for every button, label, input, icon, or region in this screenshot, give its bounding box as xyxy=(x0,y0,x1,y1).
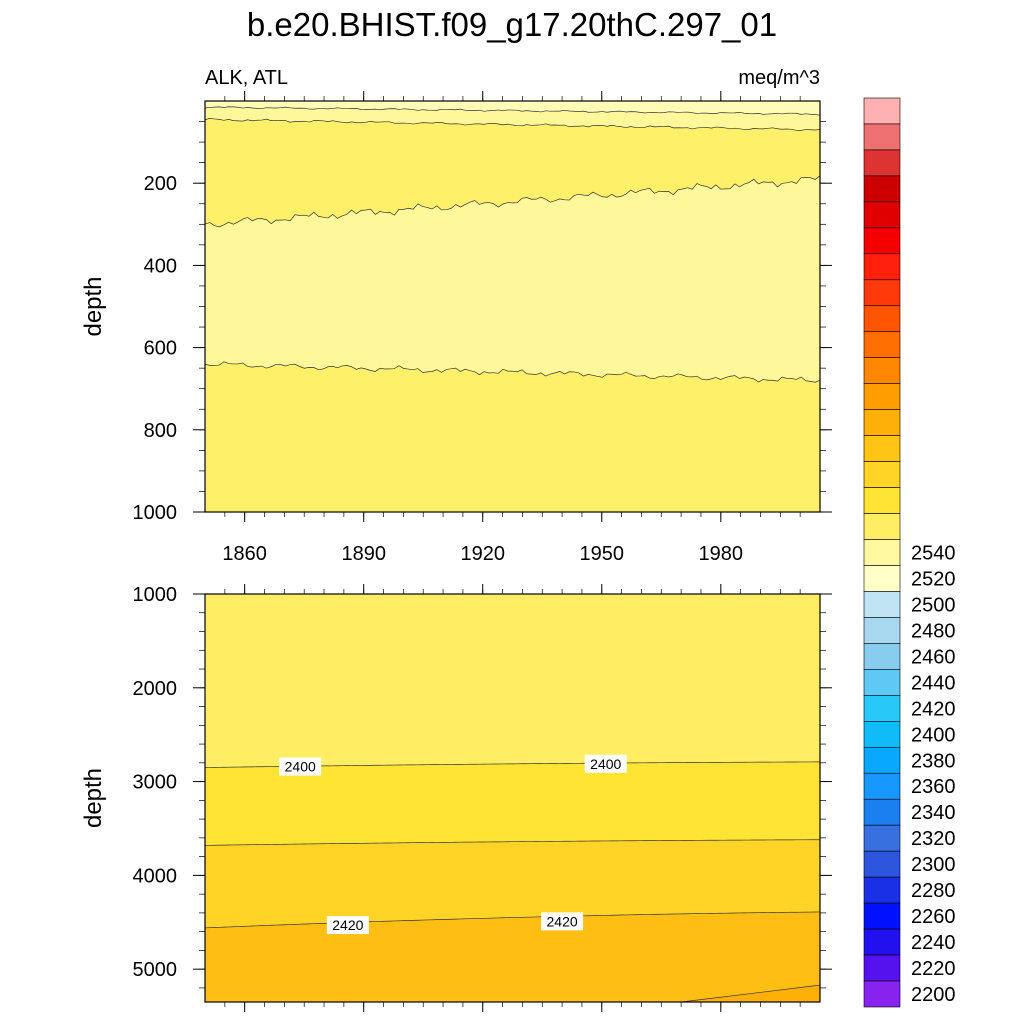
colorbar-label: 2240 xyxy=(911,932,956,954)
colorbar-label: 2260 xyxy=(911,906,956,928)
colorbar-label: 2520 xyxy=(911,568,956,590)
colorbar-swatch xyxy=(863,721,901,748)
upper-contour-4 xyxy=(204,361,821,383)
colorbar-swatch xyxy=(863,357,901,384)
colorbar-swatch xyxy=(863,928,901,956)
contour-label-text: 2420 xyxy=(332,917,363,933)
colorbar-label: 2420 xyxy=(911,698,956,720)
upper-band-surface xyxy=(205,101,820,116)
lower-band-2400 xyxy=(205,761,820,846)
colorbar-swatch xyxy=(863,824,901,852)
colorbar-swatch xyxy=(863,461,901,488)
xtick-label: 1950 xyxy=(580,543,625,565)
colorbar-label: 2280 xyxy=(911,880,956,902)
lower-frame xyxy=(204,593,821,1003)
lower-band-2410 xyxy=(205,839,820,928)
lower-contour-2 xyxy=(204,839,821,846)
lower-ytick-label: 1000 xyxy=(133,584,178,606)
colorbar-label: 2300 xyxy=(911,854,956,876)
upper-contour-2 xyxy=(204,118,821,131)
upper-ytick-label: 200 xyxy=(144,173,177,195)
upper-contour-1 xyxy=(204,106,821,116)
colorbar-label: 2320 xyxy=(911,828,956,850)
lower-ytick-label: 3000 xyxy=(133,772,178,794)
upper-ytick-label: 800 xyxy=(144,420,177,442)
colorbar-swatch xyxy=(863,123,901,151)
upper-ytick-label: 1000 xyxy=(133,502,178,524)
lower-contour-4 xyxy=(681,984,821,1003)
upper-band-middle xyxy=(205,175,820,383)
colorbar-label: 2380 xyxy=(911,750,956,772)
lower-ytick-label: 2000 xyxy=(133,678,178,700)
colorbar-swatch xyxy=(863,695,901,722)
colorbar-label: 2480 xyxy=(911,620,956,642)
chart-title: b.e20.BHIST.f09_g17.20thC.297_01 xyxy=(247,6,777,43)
upper-ytick-label: 400 xyxy=(144,255,177,277)
colorbar-swatch xyxy=(863,227,901,255)
colorbar-swatch xyxy=(863,175,901,203)
colorbar-label: 2440 xyxy=(911,672,956,694)
colorbar-swatch xyxy=(863,331,901,359)
xtick-label: 1860 xyxy=(222,543,267,565)
colorbar-swatch xyxy=(863,409,901,436)
colorbar-swatch xyxy=(863,798,901,826)
colorbar-swatch xyxy=(863,383,901,410)
contour-label-text: 2400 xyxy=(590,756,621,772)
upper-panel: 200 400 600 800 1000 depth 1860 1890 1920 1950 198… xyxy=(80,91,832,565)
colorbar-swatch xyxy=(863,850,901,878)
colorbar-swatch xyxy=(863,253,901,281)
colorbar-swatch xyxy=(863,201,901,229)
colorbar-label: 2340 xyxy=(911,802,956,824)
contour-label-4: 2420 xyxy=(541,912,584,931)
colorbar-swatch xyxy=(863,487,901,514)
colorbar-swatch xyxy=(863,305,901,333)
colorbar-swatch xyxy=(863,902,901,930)
colorbar-swatch xyxy=(863,746,901,774)
colorbar-swatch xyxy=(863,772,901,800)
contour-label-3: 2420 xyxy=(326,916,369,935)
lower-panel: 2400 2400 2420 2420 1000 2000 3000 4000 5000 dept… xyxy=(80,584,832,1012)
lower-ytick-label: 4000 xyxy=(133,865,178,887)
units-label: meq/m^3 xyxy=(738,67,820,89)
colorbar-label: 2500 xyxy=(911,594,956,616)
xtick-label: 1980 xyxy=(699,543,744,565)
lower-ylabel: depth xyxy=(80,768,107,828)
lower-contour-3 xyxy=(204,911,821,929)
xtick-label: 1920 xyxy=(460,543,505,565)
colorbar-swatch xyxy=(863,149,901,177)
colorbar-swatch xyxy=(863,669,901,696)
contour-label-text: 2400 xyxy=(285,759,316,775)
colorbar-label: 2360 xyxy=(911,776,956,798)
colorbar-swatch xyxy=(863,591,901,618)
xtick-label: 1890 xyxy=(341,543,386,565)
colorbar-label: 2400 xyxy=(911,724,956,746)
contour-label-1: 2400 xyxy=(279,757,322,776)
colorbar-swatch xyxy=(863,539,901,566)
colorbar-swatch xyxy=(863,97,901,125)
colorbar-label: 2540 xyxy=(911,543,956,565)
colorbar-swatch xyxy=(863,617,901,644)
colorbar-swatch xyxy=(863,876,901,904)
colorbar-label: 2200 xyxy=(911,984,956,1006)
lower-band-2420 xyxy=(205,911,820,1002)
upper-contour-3 xyxy=(204,175,821,228)
upper-band-thin xyxy=(205,106,820,131)
variable-label: ALK, ATL xyxy=(205,67,288,89)
colorbar-swatch xyxy=(863,435,901,462)
colorbar-swatch xyxy=(863,279,901,307)
colorbar-swatch xyxy=(863,643,901,670)
colorbar-label: 2220 xyxy=(911,958,956,980)
colorbar-swatch xyxy=(863,513,901,540)
colorbar-label: 2460 xyxy=(911,646,956,668)
colorbar: 2200 2220 2240 2260 2280 2300 2320 2340 2360 2380… xyxy=(863,97,956,1008)
colorbar-swatch xyxy=(863,954,901,982)
colorbar-swatch xyxy=(863,565,901,592)
contour-label-2: 2400 xyxy=(584,754,627,773)
contour-label-text: 2420 xyxy=(547,913,578,929)
upper-ytick-label: 600 xyxy=(144,338,177,360)
colorbar-swatch xyxy=(863,980,901,1008)
upper-ylabel: depth xyxy=(80,276,107,336)
lower-ytick-label: 5000 xyxy=(133,959,178,981)
